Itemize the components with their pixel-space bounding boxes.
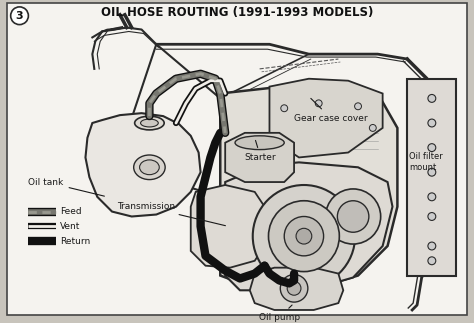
- Circle shape: [428, 144, 436, 151]
- Polygon shape: [225, 162, 392, 290]
- Circle shape: [315, 100, 322, 107]
- Polygon shape: [191, 185, 264, 268]
- Polygon shape: [270, 79, 383, 157]
- Polygon shape: [85, 113, 201, 216]
- Text: Transmission: Transmission: [117, 202, 226, 226]
- Ellipse shape: [235, 136, 284, 150]
- Text: Feed: Feed: [60, 207, 82, 216]
- Circle shape: [268, 201, 339, 272]
- Text: Oil filter
mount: Oil filter mount: [409, 152, 443, 172]
- Polygon shape: [220, 84, 397, 290]
- Circle shape: [428, 168, 436, 176]
- Text: Oil tank: Oil tank: [28, 178, 104, 196]
- Polygon shape: [225, 133, 294, 182]
- Circle shape: [326, 189, 381, 244]
- Circle shape: [284, 216, 324, 256]
- Text: Vent: Vent: [60, 222, 80, 231]
- Circle shape: [296, 228, 312, 244]
- Circle shape: [428, 119, 436, 127]
- Ellipse shape: [134, 155, 165, 180]
- Ellipse shape: [141, 119, 158, 127]
- Text: Oil pump: Oil pump: [259, 305, 300, 322]
- Circle shape: [428, 257, 436, 265]
- Circle shape: [253, 185, 355, 287]
- Polygon shape: [250, 268, 343, 310]
- Circle shape: [428, 242, 436, 250]
- Circle shape: [428, 193, 436, 201]
- Circle shape: [355, 103, 362, 110]
- Ellipse shape: [139, 160, 159, 175]
- Text: Return: Return: [60, 236, 90, 245]
- Text: Gear case cover: Gear case cover: [294, 99, 368, 123]
- Ellipse shape: [135, 116, 164, 130]
- Text: 3: 3: [16, 11, 23, 21]
- Circle shape: [281, 105, 288, 112]
- Text: OIL HOSE ROUTING (1991-1993 MODELS): OIL HOSE ROUTING (1991-1993 MODELS): [101, 6, 373, 19]
- Circle shape: [280, 275, 308, 302]
- Circle shape: [11, 7, 28, 25]
- Circle shape: [369, 124, 376, 131]
- Circle shape: [428, 94, 436, 102]
- Circle shape: [287, 281, 301, 295]
- FancyBboxPatch shape: [7, 3, 467, 315]
- FancyBboxPatch shape: [407, 79, 456, 276]
- Circle shape: [337, 201, 369, 232]
- Text: Starter: Starter: [245, 141, 276, 162]
- Circle shape: [428, 213, 436, 220]
